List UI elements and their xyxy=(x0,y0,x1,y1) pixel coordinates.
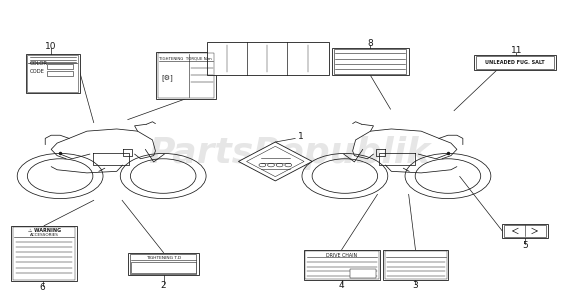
Text: ⚠ WARNING: ⚠ WARNING xyxy=(28,228,61,233)
Bar xyxy=(503,224,548,238)
Bar xyxy=(156,52,216,99)
Bar xyxy=(207,42,329,75)
Bar xyxy=(332,48,409,75)
Bar xyxy=(47,71,73,76)
Text: 10: 10 xyxy=(45,42,57,51)
Text: DRIVE CHAIN: DRIVE CHAIN xyxy=(327,253,358,257)
Text: PartsRepublik: PartsRepublik xyxy=(148,135,431,170)
Bar xyxy=(130,254,196,274)
Bar xyxy=(385,250,446,279)
Text: ACCESSORIES: ACCESSORIES xyxy=(30,233,58,237)
Bar xyxy=(27,55,78,92)
Bar xyxy=(504,225,546,237)
Bar xyxy=(25,54,79,93)
Bar xyxy=(334,49,406,74)
Polygon shape xyxy=(239,142,312,181)
Bar xyxy=(474,56,556,70)
Text: TIGHTENING T.D: TIGHTENING T.D xyxy=(146,256,181,260)
Text: 2: 2 xyxy=(161,281,166,290)
Text: 6: 6 xyxy=(40,283,46,292)
Bar xyxy=(13,227,75,280)
Bar xyxy=(305,250,379,279)
Text: [⚙]: [⚙] xyxy=(162,74,173,81)
Bar xyxy=(304,249,380,279)
Text: 3: 3 xyxy=(413,281,419,290)
Text: CODE: CODE xyxy=(30,69,45,74)
Text: COLOR: COLOR xyxy=(30,61,47,66)
Text: 8: 8 xyxy=(367,39,373,48)
Text: 1: 1 xyxy=(298,131,304,141)
Text: 11: 11 xyxy=(511,46,522,56)
Bar xyxy=(12,226,76,281)
Text: 4: 4 xyxy=(339,281,345,290)
Text: UNLEADED FUG. SALT: UNLEADED FUG. SALT xyxy=(485,60,545,65)
Bar xyxy=(128,253,199,275)
Bar xyxy=(47,64,73,69)
Bar xyxy=(131,262,196,273)
Bar xyxy=(475,56,555,70)
Bar xyxy=(383,249,448,279)
Bar xyxy=(350,269,376,278)
Bar xyxy=(158,53,214,98)
Text: 5: 5 xyxy=(522,241,528,250)
Text: TIGHTENING  TORQUE N/m: TIGHTENING TORQUE N/m xyxy=(159,57,212,61)
